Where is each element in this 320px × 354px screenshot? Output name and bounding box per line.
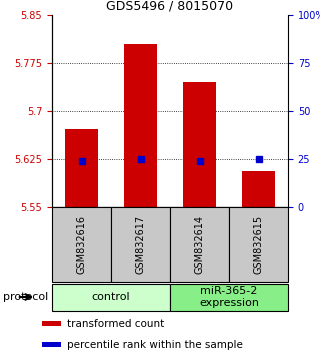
Bar bbox=[170, 207, 229, 282]
Bar bbox=[124, 44, 157, 207]
Bar bbox=[52, 284, 170, 310]
Text: GSM832614: GSM832614 bbox=[195, 215, 204, 274]
Text: protocol: protocol bbox=[3, 292, 48, 302]
Bar bbox=[111, 207, 170, 282]
Bar bbox=[229, 207, 288, 282]
Text: miR-365-2
expression: miR-365-2 expression bbox=[199, 286, 259, 308]
Text: transformed count: transformed count bbox=[67, 319, 164, 329]
Title: GDS5496 / 8015070: GDS5496 / 8015070 bbox=[107, 0, 234, 12]
Bar bbox=[42, 321, 61, 326]
Text: GSM832617: GSM832617 bbox=[135, 215, 146, 274]
Text: GSM832616: GSM832616 bbox=[76, 215, 86, 274]
Bar bbox=[42, 342, 61, 347]
Text: control: control bbox=[92, 292, 130, 302]
Bar bbox=[65, 129, 98, 207]
Bar bbox=[242, 171, 275, 207]
Bar bbox=[183, 82, 216, 207]
Bar bbox=[52, 207, 111, 282]
Bar bbox=[170, 284, 288, 310]
Text: percentile rank within the sample: percentile rank within the sample bbox=[67, 340, 243, 350]
Text: GSM832615: GSM832615 bbox=[253, 215, 263, 274]
